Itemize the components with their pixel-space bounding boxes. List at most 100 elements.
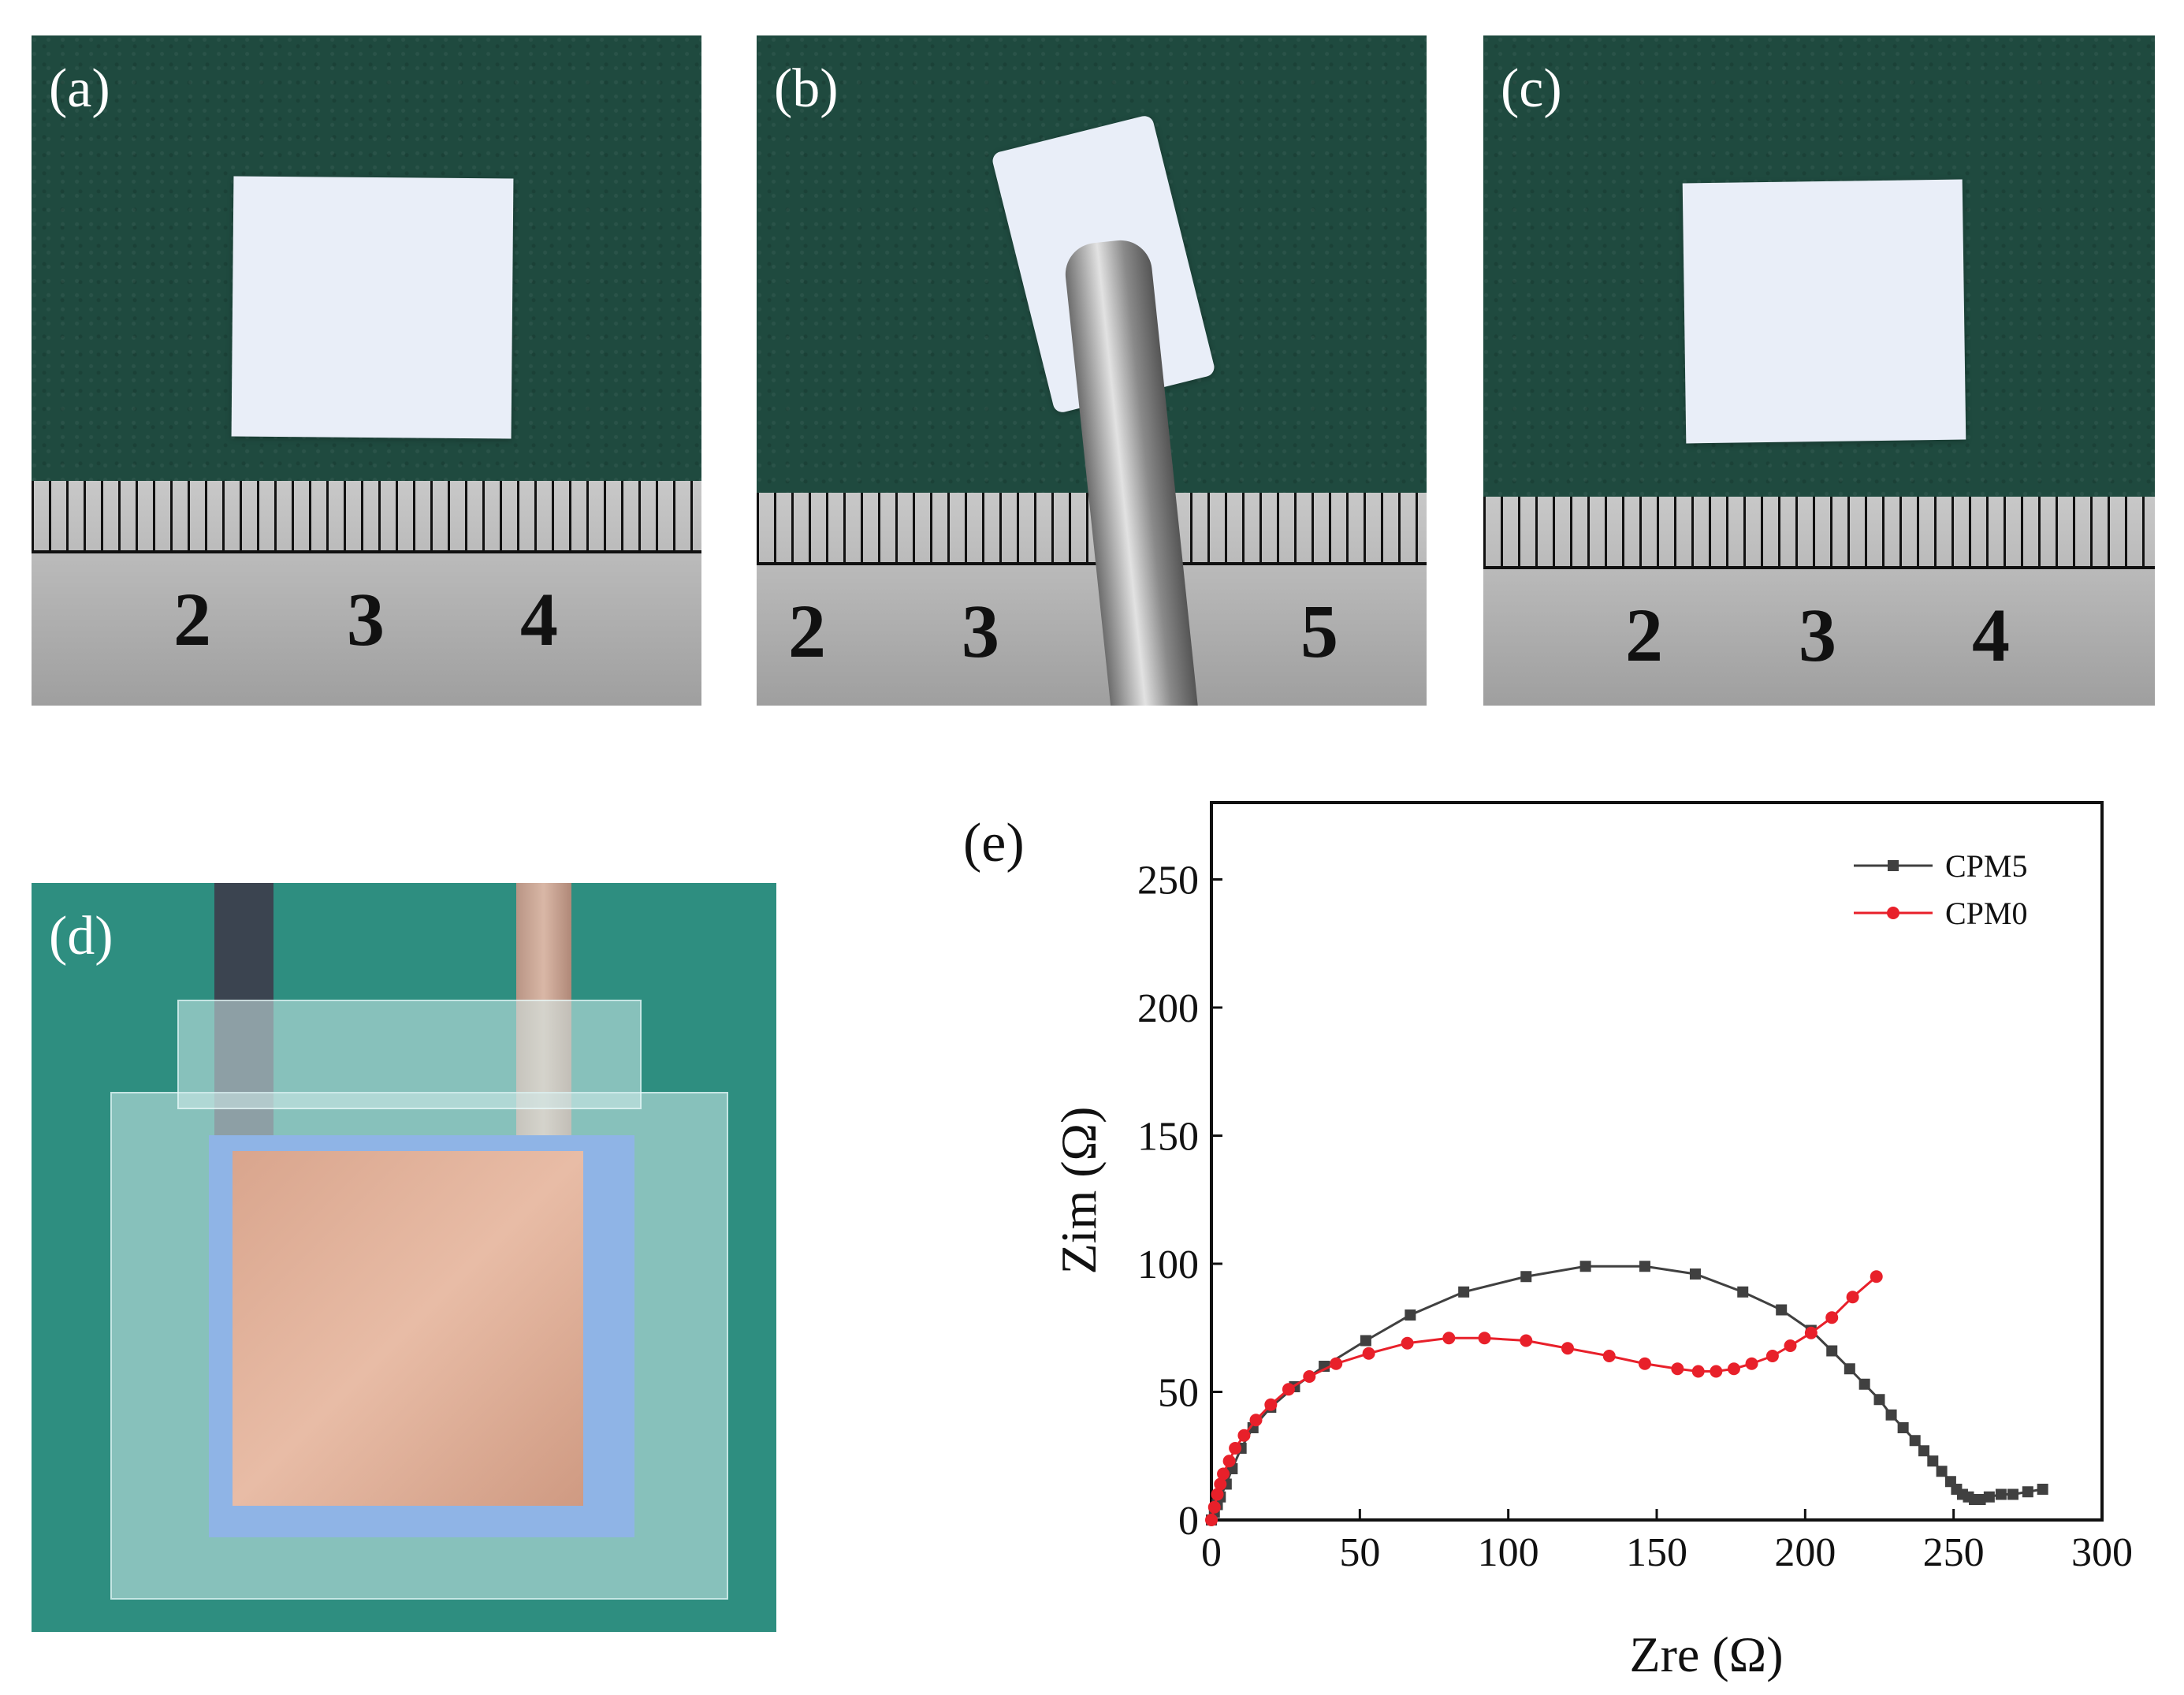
membrane-sample bbox=[231, 176, 514, 439]
ruler-number: 5 bbox=[1300, 589, 1338, 673]
data-point-cpm0 bbox=[1303, 1370, 1316, 1383]
data-point-cpm0 bbox=[1638, 1357, 1651, 1370]
ruler-number: 2 bbox=[1625, 593, 1663, 677]
data-point-cpm5 bbox=[1405, 1309, 1416, 1321]
data-point-cpm0 bbox=[1205, 1514, 1218, 1526]
x-tick-label: 300 bbox=[2071, 1530, 2133, 1575]
data-point-cpm0 bbox=[1478, 1332, 1491, 1345]
data-point-cpm5 bbox=[1458, 1286, 1470, 1298]
data-point-cpm0 bbox=[1264, 1398, 1278, 1411]
data-point-cpm0 bbox=[1401, 1336, 1414, 1350]
data-point-cpm0 bbox=[1602, 1350, 1616, 1362]
y-tick-label: 0 bbox=[1178, 1499, 1199, 1544]
data-point-cpm0 bbox=[1804, 1326, 1818, 1339]
x-tick-label: 0 bbox=[1201, 1530, 1222, 1575]
panel-e-label: (e) bbox=[963, 813, 1025, 874]
panel-label: (b) bbox=[774, 58, 839, 119]
x-tick-label: 200 bbox=[1774, 1530, 1836, 1575]
ruler-number: 2 bbox=[788, 589, 826, 673]
legend-label-cpm5: CPM5 bbox=[1945, 848, 2028, 884]
data-point-cpm5 bbox=[1579, 1261, 1591, 1272]
data-point-cpm5 bbox=[1776, 1304, 1788, 1316]
data-point-cpm5 bbox=[1909, 1435, 1921, 1447]
data-point-cpm0 bbox=[1217, 1467, 1230, 1481]
ruler-number: 4 bbox=[520, 577, 558, 661]
data-point-cpm0 bbox=[1222, 1455, 1236, 1468]
data-point-cpm5 bbox=[1689, 1268, 1701, 1280]
photo-panel-c: 2 3 4 (c) bbox=[1483, 35, 2155, 706]
data-point-cpm0 bbox=[1249, 1414, 1263, 1427]
legend-label-cpm0: CPM0 bbox=[1945, 896, 2028, 931]
x-tick-label: 150 bbox=[1626, 1530, 1687, 1575]
ruler: 2 3 4 bbox=[32, 481, 701, 706]
panel-label: (a) bbox=[49, 58, 110, 119]
data-point-cpm0 bbox=[1214, 1477, 1227, 1491]
data-point-cpm0 bbox=[1671, 1362, 1684, 1376]
data-point-cpm0 bbox=[1330, 1357, 1343, 1370]
photo-panel-d: (d) bbox=[32, 883, 776, 1632]
data-point-cpm5 bbox=[1639, 1261, 1650, 1272]
data-point-cpm5 bbox=[1897, 1422, 1909, 1433]
data-point-cpm5 bbox=[1520, 1271, 1532, 1283]
ruler-number: 3 bbox=[347, 577, 385, 661]
data-point-cpm5 bbox=[1737, 1286, 1749, 1298]
data-point-cpm5 bbox=[2022, 1486, 2033, 1498]
data-point-cpm0 bbox=[1282, 1383, 1295, 1396]
x-tick-label: 50 bbox=[1339, 1530, 1380, 1575]
data-point-cpm5 bbox=[1360, 1335, 1371, 1347]
ruler-number: 4 bbox=[1972, 593, 2010, 677]
ruler-number: 3 bbox=[1799, 593, 1836, 677]
data-point-cpm0 bbox=[1237, 1429, 1251, 1442]
ruler-number: 2 bbox=[173, 577, 211, 661]
data-point-cpm0 bbox=[1207, 1500, 1221, 1514]
y-tick-label: 250 bbox=[1137, 859, 1199, 903]
legend-marker-cpm0 bbox=[1887, 907, 1899, 919]
data-point-cpm5 bbox=[1873, 1394, 1885, 1406]
data-point-cpm5 bbox=[2037, 1484, 2048, 1495]
data-point-cpm0 bbox=[1745, 1357, 1758, 1370]
data-point-cpm5 bbox=[1844, 1363, 1855, 1375]
data-point-cpm0 bbox=[1710, 1365, 1723, 1378]
data-point-cpm0 bbox=[1442, 1332, 1456, 1345]
panel-label: (c) bbox=[1501, 58, 1562, 119]
series-line-cpm5 bbox=[1210, 1265, 2043, 1521]
panel-label: (d) bbox=[49, 906, 113, 967]
top-tape bbox=[177, 1000, 642, 1109]
x-tick-label: 250 bbox=[1923, 1530, 1985, 1575]
data-point-cpm0 bbox=[1846, 1291, 1859, 1304]
data-point-cpm5 bbox=[1858, 1378, 1870, 1390]
data-point-cpm5 bbox=[1974, 1494, 1986, 1505]
data-point-cpm0 bbox=[1362, 1347, 1375, 1360]
data-point-cpm0 bbox=[1765, 1350, 1779, 1362]
impedance-chart: 0 50 100 150 200 250 300 0 50 100 150 200 250 CPM5 CPM… bbox=[1051, 801, 2133, 1682]
data-point-cpm0 bbox=[1727, 1362, 1740, 1376]
data-point-cpm0 bbox=[1561, 1342, 1574, 1355]
data-point-cpm0 bbox=[1870, 1270, 1883, 1283]
photo-panel-b: 2 3 5 (b) bbox=[757, 35, 1427, 706]
data-point-cpm5 bbox=[1995, 1488, 2007, 1500]
data-point-cpm5 bbox=[1983, 1491, 1995, 1503]
data-point-cpm0 bbox=[1784, 1339, 1797, 1352]
y-tick-label: 200 bbox=[1137, 986, 1199, 1031]
data-point-cpm5 bbox=[1918, 1445, 1929, 1457]
data-point-cpm0 bbox=[1229, 1442, 1242, 1455]
copper-electrode bbox=[233, 1151, 583, 1506]
y-axis-label: Zim (Ω) bbox=[1051, 1107, 1107, 1275]
legend-marker-cpm5 bbox=[1888, 860, 1899, 871]
data-point-cpm0 bbox=[1691, 1365, 1705, 1378]
x-axis-label: Zre (Ω) bbox=[1630, 1626, 1784, 1682]
data-point-cpm5 bbox=[1936, 1466, 1948, 1477]
data-point-cpm5 bbox=[1885, 1409, 1897, 1421]
y-tick-label: 150 bbox=[1137, 1115, 1199, 1160]
photo-panel-a: 2 3 4 (a) bbox=[32, 35, 701, 706]
data-point-cpm0 bbox=[1211, 1488, 1224, 1501]
ruler: 2 3 4 bbox=[1483, 497, 2155, 706]
membrane-sample bbox=[1682, 179, 1966, 444]
data-point-cpm0 bbox=[1520, 1334, 1533, 1347]
data-point-cpm0 bbox=[1825, 1311, 1839, 1324]
x-tick-label: 100 bbox=[1478, 1530, 1539, 1575]
y-tick-label: 100 bbox=[1137, 1242, 1199, 1287]
ruler-number: 3 bbox=[962, 589, 999, 673]
data-point-cpm5 bbox=[2007, 1488, 2018, 1500]
data-point-cpm5 bbox=[1927, 1455, 1939, 1467]
